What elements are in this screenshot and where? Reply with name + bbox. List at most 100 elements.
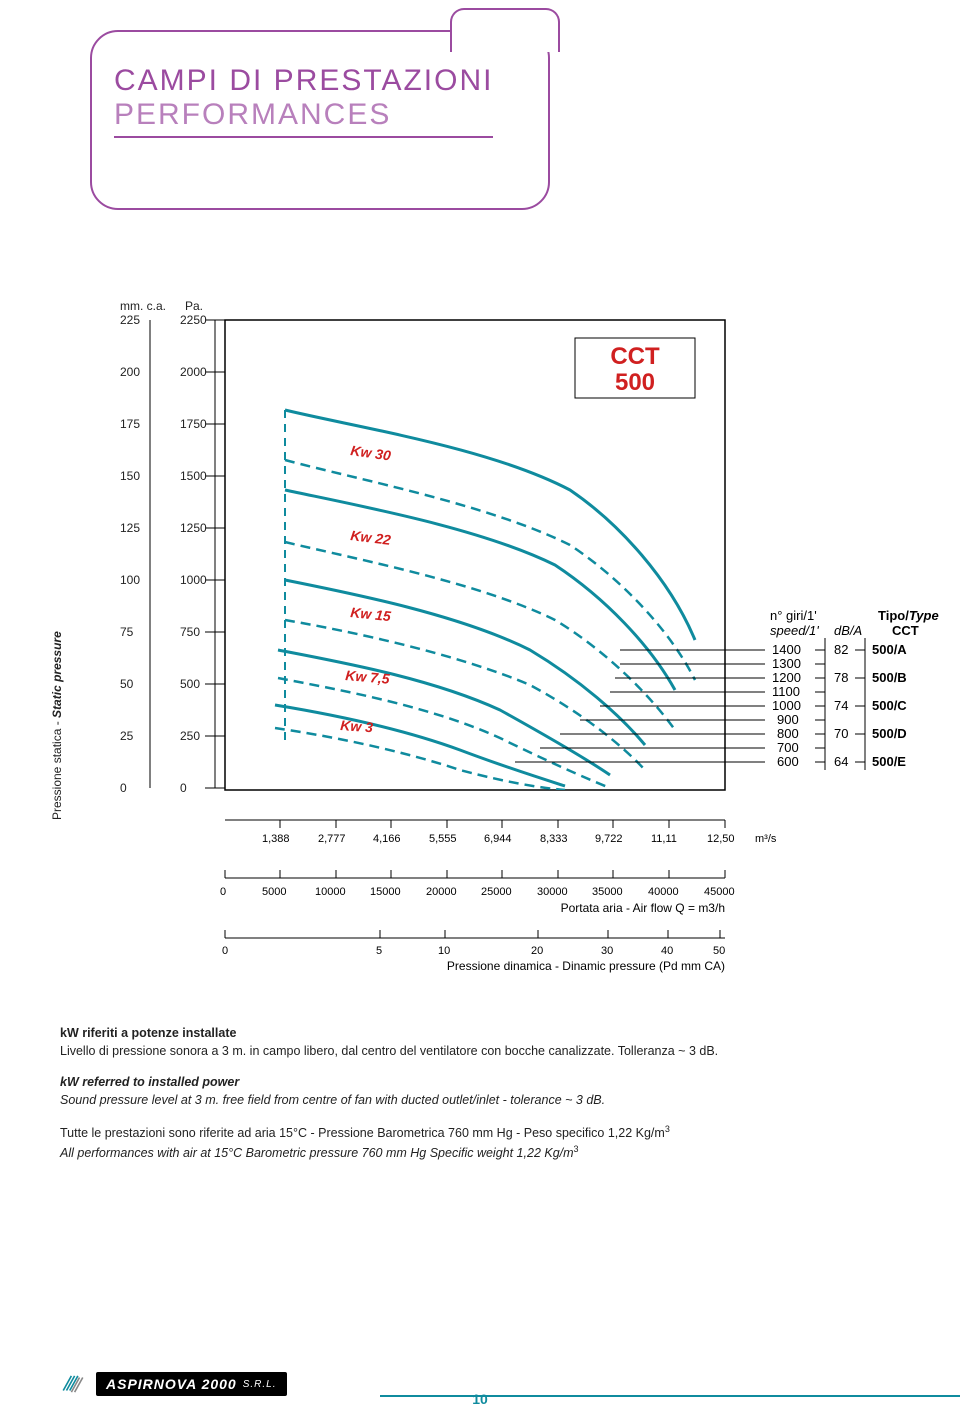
svg-text:225: 225 [120, 313, 140, 327]
performance-chart: Pressione statica - Static pressure mm. … [60, 280, 920, 985]
svg-text:1,388: 1,388 [262, 833, 290, 845]
svg-text:Portata aria - Air flow Q = m3: Portata aria - Air flow Q = m3/h [561, 901, 725, 915]
svg-text:5000: 5000 [262, 886, 286, 898]
svg-text:1200: 1200 [772, 670, 801, 685]
svg-text:5: 5 [376, 945, 382, 957]
brand-suffix: S.R.L. [243, 1379, 277, 1390]
chart-svg: mm. c.a. Pa. 225 2250 200 2000 175 1750 [60, 280, 940, 920]
svg-text:20000: 20000 [426, 886, 457, 898]
svg-text:50: 50 [120, 677, 134, 691]
x-scale-pd: 0 5 10 20 30 40 50 Pressione dinamica - … [60, 920, 940, 980]
svg-text:800: 800 [777, 726, 799, 741]
title-line2: PERFORMANCES [114, 98, 493, 132]
svg-text:0: 0 [222, 945, 228, 957]
svg-text:10: 10 [438, 945, 450, 957]
svg-text:500/B: 500/B [872, 670, 907, 685]
svg-text:20: 20 [531, 945, 543, 957]
svg-text:70: 70 [834, 726, 848, 741]
svg-text:600: 600 [777, 754, 799, 769]
svg-text:500/D: 500/D [872, 726, 907, 741]
svg-text:25000: 25000 [481, 886, 512, 898]
svg-text:2000: 2000 [180, 365, 207, 379]
svg-text:dB/A: dB/A [834, 623, 862, 638]
brand-icon [60, 1371, 86, 1397]
svg-text:CCT: CCT [892, 623, 919, 638]
y-ticks: 225 2250 200 2000 175 1750 150 1500 [120, 313, 225, 795]
svg-text:Kw 15: Kw 15 [350, 604, 392, 624]
svg-text:900: 900 [777, 712, 799, 727]
svg-text:m³/s: m³/s [755, 833, 777, 845]
svg-text:15000: 15000 [370, 886, 401, 898]
svg-text:5,555: 5,555 [429, 833, 457, 845]
svg-text:9,722: 9,722 [595, 833, 623, 845]
brand-name: ASPIRNOVA 2000 [106, 1376, 237, 1392]
svg-text:1750: 1750 [180, 417, 207, 431]
title-line1: CAMPI DI PRESTAZIONI [114, 64, 493, 98]
svg-text:4,166: 4,166 [373, 833, 401, 845]
svg-text:1100: 1100 [772, 684, 800, 699]
footer-logo: ASPIRNOVA 2000 S.R.L. [60, 1371, 287, 1397]
svg-text:45000: 45000 [704, 886, 735, 898]
svg-text:2250: 2250 [180, 313, 207, 327]
speed-table: n° giri/1' speed/1' dB/A Tipo/Type CCT 1… [770, 608, 939, 770]
svg-text:75: 75 [120, 625, 134, 639]
footer-rule [380, 1395, 960, 1397]
svg-text:1400: 1400 [772, 642, 801, 657]
svg-text:175: 175 [120, 417, 140, 431]
svg-text:78: 78 [834, 670, 848, 685]
svg-text:Kw 30: Kw 30 [350, 442, 393, 464]
svg-text:1000: 1000 [772, 698, 801, 713]
svg-text:Pa.: Pa. [185, 299, 203, 313]
svg-text:500: 500 [180, 677, 200, 691]
svg-text:CCT: CCT [610, 343, 660, 370]
title-card: CAMPI DI PRESTAZIONI PERFORMANCES [90, 30, 550, 210]
svg-text:500: 500 [615, 369, 655, 396]
svg-text:speed/1': speed/1' [770, 623, 819, 638]
svg-text:50: 50 [713, 945, 725, 957]
svg-text:2,777: 2,777 [318, 833, 346, 845]
svg-text:Kw 3: Kw 3 [340, 717, 374, 735]
svg-text:12,50: 12,50 [707, 833, 735, 845]
svg-text:6,944: 6,944 [484, 833, 512, 845]
svg-text:40000: 40000 [648, 886, 679, 898]
svg-text:100: 100 [120, 573, 140, 587]
svg-text:700: 700 [777, 740, 799, 755]
svg-text:mm. c.a.: mm. c.a. [120, 299, 166, 313]
svg-text:750: 750 [180, 625, 200, 639]
svg-text:40: 40 [661, 945, 673, 957]
svg-text:0: 0 [220, 886, 226, 898]
notes: kW riferiti a potenze installate Livello… [60, 1025, 920, 1162]
svg-text:82: 82 [834, 642, 848, 657]
svg-text:500/A: 500/A [872, 642, 907, 657]
svg-text:11,11: 11,11 [651, 833, 677, 845]
svg-text:250: 250 [180, 729, 200, 743]
svg-text:n° giri/1': n° giri/1' [770, 608, 817, 623]
svg-text:Pressione dinamica - Dinamic p: Pressione dinamica - Dinamic pressure (P… [447, 959, 725, 973]
svg-text:1300: 1300 [772, 656, 801, 671]
svg-text:Kw 22: Kw 22 [350, 527, 392, 548]
svg-text:200: 200 [120, 365, 140, 379]
page-number: 10 [472, 1391, 488, 1407]
svg-text:500/C: 500/C [872, 698, 907, 713]
svg-text:Tipo/Type: Tipo/Type [878, 608, 939, 623]
svg-text:25: 25 [120, 729, 134, 743]
svg-text:35000: 35000 [592, 886, 623, 898]
svg-text:125: 125 [120, 521, 140, 535]
svg-text:30: 30 [601, 945, 613, 957]
svg-text:0: 0 [120, 781, 127, 795]
svg-text:30000: 30000 [537, 886, 568, 898]
svg-text:1500: 1500 [180, 469, 207, 483]
svg-text:500/E: 500/E [872, 754, 906, 769]
y-axis-label: Pressione statica - Static pressure [50, 631, 64, 820]
svg-text:0: 0 [180, 781, 187, 795]
svg-text:74: 74 [834, 698, 848, 713]
svg-text:1000: 1000 [180, 573, 207, 587]
svg-text:1250: 1250 [180, 521, 207, 535]
x-scale-m3s: 1,388 2,777 4,166 5,555 6,944 8,333 9,72… [225, 820, 777, 845]
svg-text:Kw 7,5: Kw 7,5 [345, 667, 391, 687]
svg-text:8,333: 8,333 [540, 833, 568, 845]
x-scale-m3h: 0 5000 10000 15000 20000 25000 30000 350… [220, 870, 735, 915]
svg-text:10000: 10000 [315, 886, 346, 898]
svg-text:64: 64 [834, 754, 848, 769]
svg-text:150: 150 [120, 469, 140, 483]
